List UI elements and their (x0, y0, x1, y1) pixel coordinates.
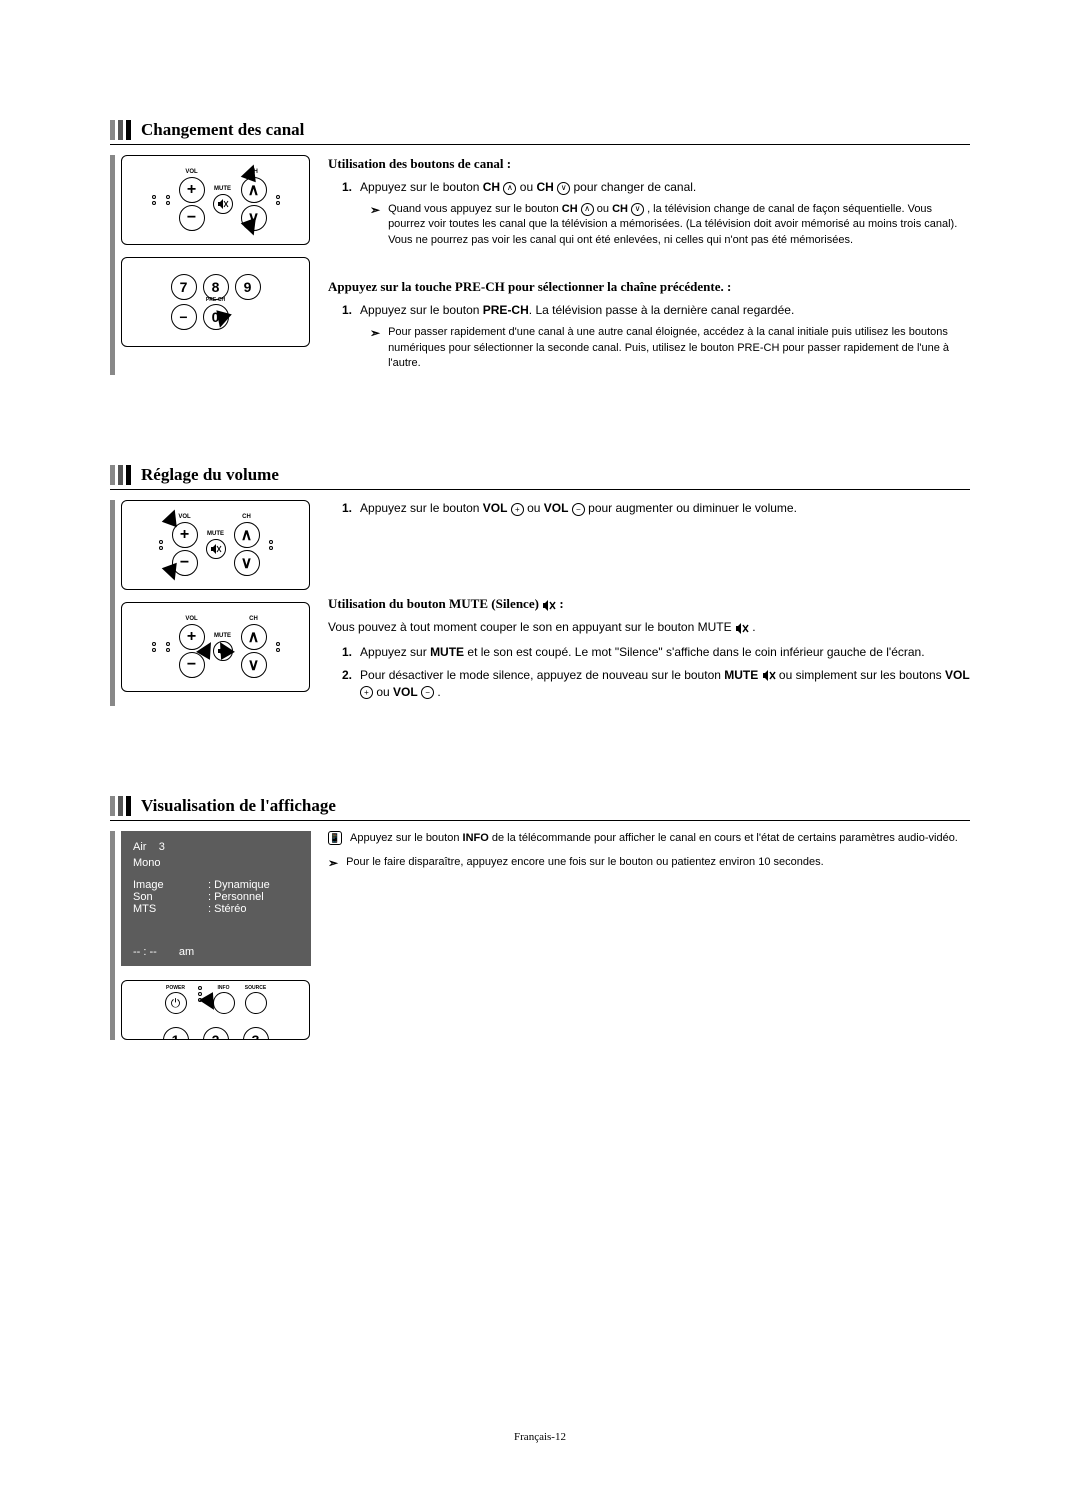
mute-label: MUTE (207, 531, 224, 537)
mute-icon (206, 539, 226, 559)
list-item: 1. Appuyez sur le bouton PRE-CH. La télé… (328, 302, 970, 319)
remote-diagram-ch: VOL + − MUTE CH ∧ ∨ (121, 155, 310, 245)
header-bars-icon (110, 796, 131, 816)
down-icon: ∨ (631, 203, 644, 216)
vol-down-icon: − (179, 652, 205, 678)
osd-mono: Mono (133, 857, 299, 869)
note-arrow-icon: ➣ (370, 325, 380, 371)
prech-label: PRE-CH (206, 297, 225, 303)
plus-icon: + (511, 503, 524, 516)
display-diagrams: Air 3 Mono ImageDynamique SonPersonnel M… (110, 831, 310, 1040)
dash-icon: − (171, 304, 197, 330)
osd-panel: Air 3 Mono ImageDynamique SonPersonnel M… (121, 831, 311, 966)
channel-text: Utilisation des boutons de canal : 1. Ap… (328, 155, 970, 375)
power-icon: ⏻ (165, 992, 187, 1014)
mute-label: MUTE (214, 633, 231, 639)
mute-icon (542, 600, 556, 611)
section-display: Visualisation de l'affichage Air 3 Mono … (110, 796, 970, 1040)
vol-label: VOL (185, 169, 197, 175)
note-item: ➣ Pour le faire disparaître, appuyez enc… (328, 855, 970, 872)
num-7-icon: 7 (171, 274, 197, 300)
volume-diagrams: VOL + − MUTE CH ∧ ∨ (110, 500, 310, 706)
header-bars-icon (110, 465, 131, 485)
down-icon: ∨ (557, 182, 570, 195)
mute-icon (762, 670, 776, 681)
source-label: SOURCE (245, 985, 266, 991)
osd-air-num: 3 (159, 841, 165, 853)
list-item: 1. Appuyez sur le bouton CH ∧ ou CH ∨ po… (328, 179, 970, 196)
osd-row: ImageDynamique (133, 879, 299, 891)
num-1-icon: 1 (163, 1027, 189, 1040)
page-footer: Français-12 (0, 1431, 1080, 1443)
num-3-icon: 3 (243, 1027, 269, 1040)
minus-icon: − (572, 503, 585, 516)
remote-diagram-info: POWER ⏻ INFO SOURCE 1 (121, 980, 310, 1040)
up-icon: ∧ (503, 182, 516, 195)
remote-diagram-prech: 7 8 9 − 0 PRE-CH (121, 257, 310, 347)
ch-label: CH (249, 616, 258, 622)
osd-row: SonPersonnel (133, 891, 299, 903)
remote-info-icon: 📱 (328, 831, 342, 845)
mute-icon (213, 194, 233, 214)
section-title: Réglage du volume (141, 465, 279, 485)
mute-icon (735, 623, 749, 634)
vol-label: VOL (185, 616, 197, 622)
ch-up-icon: ∧ (234, 522, 260, 548)
info-label: INFO (218, 985, 230, 991)
volume-text: 1. Appuyez sur le bouton VOL + ou VOL − … (328, 500, 970, 706)
note-arrow-icon: ➣ (370, 202, 380, 248)
ch-down-icon: ∨ (234, 550, 260, 576)
minus-icon: − (421, 686, 434, 699)
power-label: POWER (166, 985, 185, 991)
remote-diagram-mute: VOL + − MUTE CH ∧ ∨ (121, 602, 310, 692)
section-volume: Réglage du volume VOL + − MUTE (110, 465, 970, 706)
list-item: 1. Appuyez sur MUTE et le son est coupé.… (328, 644, 970, 661)
remote-diagram-vol: VOL + − MUTE CH ∧ ∨ (121, 500, 310, 590)
vol-down-icon: − (179, 205, 205, 231)
note-item: ➣ Quand vous appuyez sur le bouton CH ∧ … (328, 202, 970, 248)
plus-icon: + (360, 686, 373, 699)
section-title: Visualisation de l'affichage (141, 796, 336, 816)
num-9-icon: 9 (235, 274, 261, 300)
section-header: Réglage du volume (110, 465, 970, 490)
note-arrow-icon: ➣ (328, 855, 338, 872)
source-icon (245, 992, 267, 1014)
osd-time: -- : --am (133, 946, 194, 958)
osd-row: MTSStéréo (133, 903, 299, 915)
mute-desc: Vous pouvez à tout moment couper le son … (328, 619, 970, 636)
ch-down-icon: ∨ (241, 652, 267, 678)
list-item: 2. Pour désactiver le mode silence, appu… (328, 667, 970, 701)
channel-diagrams: VOL + − MUTE CH ∧ ∨ (110, 155, 310, 375)
subhead-prech: Appuyez sur la touche PRE-CH pour sélect… (328, 278, 970, 296)
vol-up-icon: + (179, 177, 205, 203)
section-channel: Changement des canal VOL + − MUTE (110, 120, 970, 375)
header-bars-icon (110, 120, 131, 140)
num-2-icon: 2 (203, 1027, 229, 1040)
list-item: 1. Appuyez sur le bouton VOL + ou VOL − … (328, 500, 970, 517)
section-header: Visualisation de l'affichage (110, 796, 970, 821)
display-text: 📱 Appuyez sur le bouton INFO de la téléc… (328, 831, 970, 1040)
note-item: ➣ Pour passer rapidement d'une canal à u… (328, 325, 970, 371)
osd-air: Air (133, 841, 146, 853)
ch-up-icon: ∧ (241, 624, 267, 650)
mute-label: MUTE (214, 186, 231, 192)
subhead-ch-buttons: Utilisation des boutons de canal : (328, 155, 970, 173)
section-title: Changement des canal (141, 120, 304, 140)
section-header: Changement des canal (110, 120, 970, 145)
ch-label: CH (242, 514, 251, 520)
info-note: 📱 Appuyez sur le bouton INFO de la téléc… (328, 831, 970, 846)
up-icon: ∧ (581, 203, 594, 216)
subhead-mute: Utilisation du bouton MUTE (Silence) : (328, 595, 970, 613)
